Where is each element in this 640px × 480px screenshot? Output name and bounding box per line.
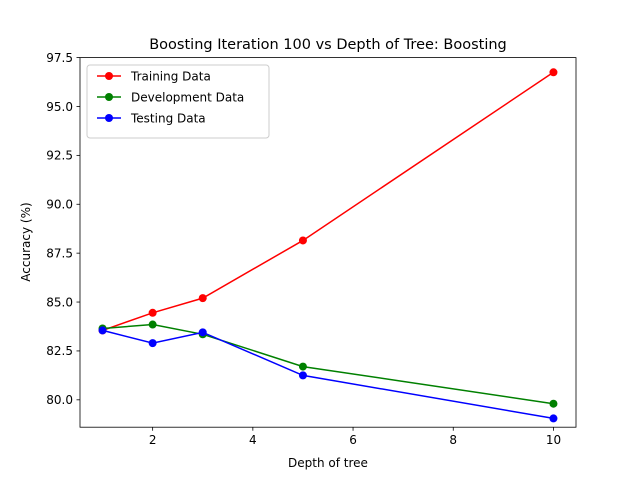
x-axis-label: Depth of tree bbox=[288, 456, 368, 470]
x-tick-label: 8 bbox=[449, 433, 457, 447]
legend-box bbox=[86, 64, 270, 139]
y-tick-label: 90.0 bbox=[46, 198, 73, 212]
plot-area: 2 4 6 8 10 80.0 82.5 85.0 87.5 90.0 92.5 95.0 97.5 bbox=[46, 51, 577, 447]
y-tick-label: 82.5 bbox=[46, 344, 73, 358]
legend-marker bbox=[105, 93, 113, 101]
data-point bbox=[298, 362, 307, 371]
x-tick-label: 6 bbox=[349, 433, 357, 447]
data-point bbox=[148, 308, 157, 317]
y-tick-label: 87.5 bbox=[46, 246, 73, 260]
x-tick-label: 2 bbox=[149, 433, 157, 447]
legend-entry-label: Training Data bbox=[130, 69, 211, 83]
series-line-3 bbox=[102, 329, 554, 420]
legend-entry-label: Testing Data bbox=[130, 111, 206, 125]
data-point bbox=[148, 320, 157, 329]
x-tick-label: 10 bbox=[546, 433, 561, 447]
y-tick-label: 95.0 bbox=[46, 100, 73, 114]
legend: Training Data Development Data Testing Dat… bbox=[86, 64, 270, 139]
data-point bbox=[198, 294, 207, 303]
y-tick-label: 80.0 bbox=[46, 393, 73, 407]
data-point bbox=[549, 68, 558, 77]
data-point bbox=[298, 236, 307, 245]
legend-marker bbox=[105, 72, 113, 80]
y-tick-label: 97.5 bbox=[46, 51, 73, 65]
axes-frame bbox=[79, 57, 577, 428]
legend-entry-label: Development Data bbox=[131, 90, 244, 104]
data-point bbox=[148, 339, 157, 348]
x-tick-label: 4 bbox=[249, 433, 257, 447]
y-tick-label: 92.5 bbox=[46, 149, 73, 163]
series-line-2 bbox=[102, 323, 554, 405]
data-point bbox=[549, 399, 558, 408]
data-point bbox=[98, 326, 107, 335]
data-point bbox=[298, 371, 307, 380]
data-point bbox=[198, 328, 207, 337]
chart-title: Boosting Iteration 100 vs Depth of Tree:… bbox=[149, 37, 507, 53]
y-axis-label: Accuracy (%) bbox=[19, 202, 33, 281]
legend-marker bbox=[105, 114, 113, 122]
data-point bbox=[549, 414, 558, 423]
y-tick-label: 85.0 bbox=[46, 295, 73, 309]
